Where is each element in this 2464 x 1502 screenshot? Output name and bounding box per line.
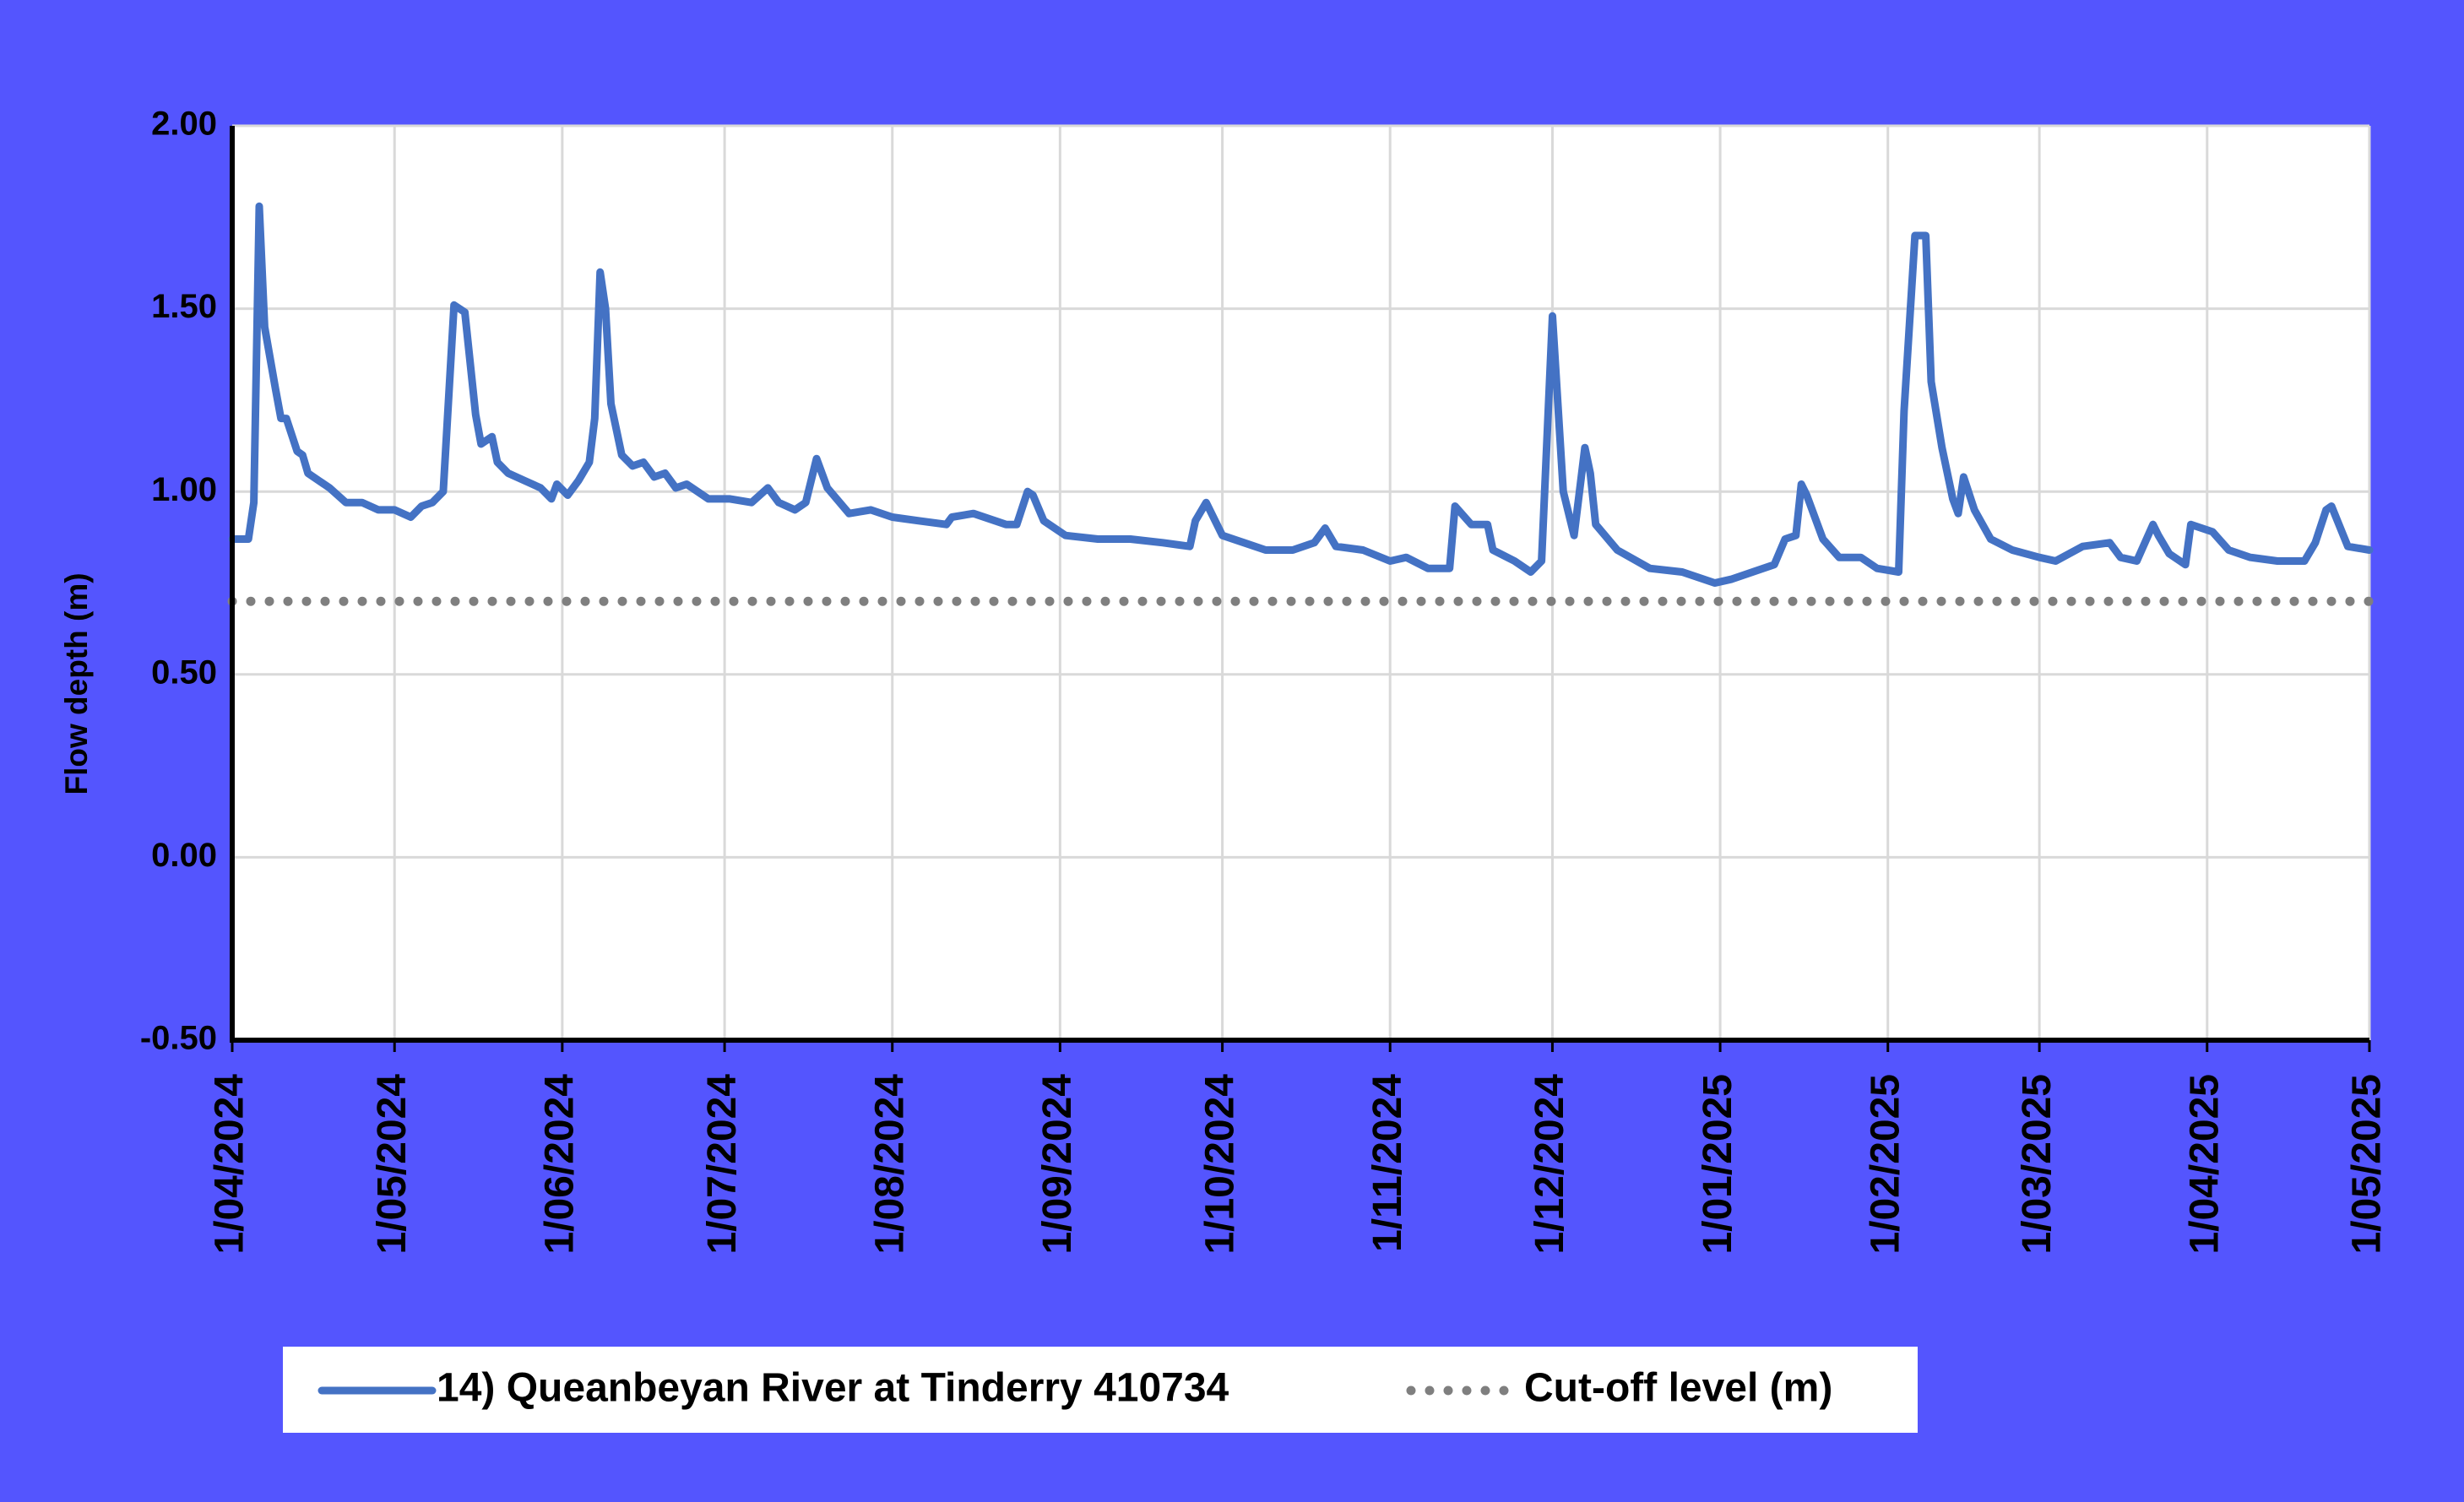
- x-tick-label: 1/06/2024: [538, 1074, 583, 1255]
- marks: [227, 202, 2374, 606]
- legend: [283, 1347, 1918, 1433]
- x-tick-label: 1/12/2024: [1528, 1074, 1572, 1255]
- x-tick-label: 1/10/2024: [1197, 1074, 1242, 1255]
- x-tick-label: 1/03/2025: [2015, 1074, 2060, 1255]
- plot-area: [232, 126, 2369, 1040]
- y-tick-label: 2.00: [151, 106, 217, 143]
- x-tick-label: 1/01/2025: [1696, 1074, 1740, 1255]
- legend-label: Cut-off level (m): [1524, 1366, 1832, 1411]
- y-tick-label: -0.50: [140, 1020, 217, 1057]
- x-tick-label: 1/11/2024: [1365, 1074, 1410, 1252]
- data-line: [228, 202, 2374, 587]
- y-tick-label: 0.00: [151, 837, 217, 874]
- x-tick-label: 1/07/2024: [700, 1074, 745, 1255]
- x-tick-label: 1/04/2024: [208, 1074, 252, 1255]
- x-tick-label: 1/04/2025: [2182, 1074, 2227, 1255]
- labels: 2.00 1.50 1.00 0.50 0.00 -0.50 1/04/2024 1/05/2…: [140, 106, 2390, 1411]
- y-tick-label: 0.50: [151, 653, 217, 691]
- y-axis-title: Flow depth (m): [59, 572, 94, 794]
- y-tick-label: 1.00: [151, 471, 217, 508]
- legend-label: 14) Queanbeyan River at Tinderry 410734: [437, 1366, 1229, 1411]
- y-tick-label: 1.50: [151, 288, 217, 325]
- x-tick-label: 1/05/2024: [370, 1074, 415, 1255]
- x-tick-label: 1/02/2025: [1863, 1074, 1908, 1255]
- x-tick-label: 1/05/2025: [2345, 1074, 2390, 1255]
- x-tick-label: 1/08/2024: [867, 1074, 912, 1255]
- x-tick-label: 1/09/2024: [1035, 1074, 1080, 1255]
